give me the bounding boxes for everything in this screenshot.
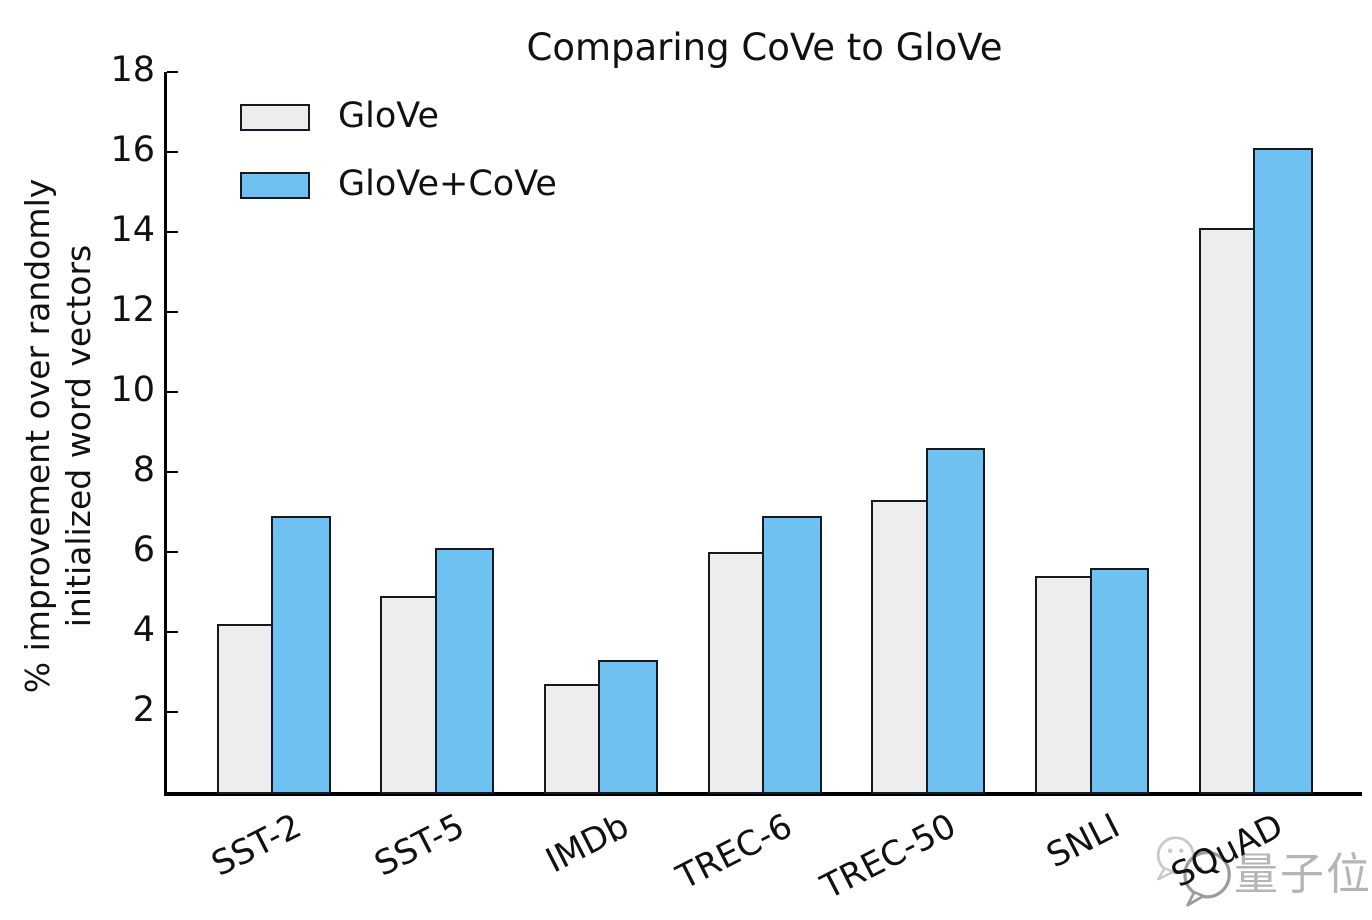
bar-glove-cove-squad bbox=[1253, 148, 1313, 794]
y-axis-spine bbox=[164, 72, 167, 796]
wechat-bubbles-icon bbox=[1156, 836, 1231, 907]
y-tick-mark bbox=[167, 150, 178, 154]
y-tick-label: 12 bbox=[110, 290, 155, 330]
bar-glove-sst-5 bbox=[380, 596, 438, 794]
watermark-text: 量子位 bbox=[1234, 849, 1372, 900]
y-tick-mark bbox=[167, 230, 178, 234]
bar-glove-cove-sst-5 bbox=[434, 548, 495, 794]
bar-glove-trec-50 bbox=[871, 500, 929, 794]
bar-glove-imdb bbox=[543, 684, 601, 794]
x-tick-label-trec-6: TREC-6 bbox=[670, 806, 799, 898]
bar-glove-cove-imdb bbox=[598, 660, 658, 794]
x-tick-label-imdb: IMDb bbox=[539, 806, 636, 882]
bar-glove-cove-trec-6 bbox=[762, 516, 822, 794]
y-tick-label: 2 bbox=[132, 690, 155, 730]
y-tick-mark bbox=[167, 630, 178, 634]
bar-glove-snli bbox=[1035, 576, 1092, 794]
bar-glove-cove-snli bbox=[1089, 568, 1149, 794]
y-tick-mark bbox=[167, 70, 178, 74]
y-tick-label: 14 bbox=[110, 210, 155, 250]
bar-glove-squad bbox=[1198, 228, 1256, 794]
bar-glove-cove-trec-50 bbox=[925, 448, 986, 794]
y-tick-mark bbox=[167, 310, 178, 314]
y-tick-label: 10 bbox=[110, 370, 155, 410]
x-axis-spine bbox=[164, 792, 1362, 796]
x-tick-label-sst-5: SST-5 bbox=[368, 806, 472, 885]
y-tick-label: 6 bbox=[132, 530, 155, 570]
x-tick-label-trec-50: TREC-50 bbox=[814, 806, 963, 908]
y-tick-label: 18 bbox=[110, 50, 155, 90]
y-tick-mark bbox=[167, 390, 178, 394]
bar-glove-sst-2 bbox=[216, 624, 274, 794]
watermark: 量子位 bbox=[1148, 828, 1372, 914]
y-tick-label: 8 bbox=[132, 450, 155, 490]
bar-glove-trec-6 bbox=[707, 552, 765, 794]
y-tick-label: 4 bbox=[132, 610, 155, 650]
x-tick-label-snli: SNLI bbox=[1040, 806, 1127, 877]
legend-label-glove-cove: GloVe+CoVe bbox=[338, 164, 557, 204]
x-tick-label-sst-2: SST-2 bbox=[205, 806, 308, 885]
legend-swatch-glove-cove bbox=[240, 172, 310, 199]
y-tick-mark bbox=[167, 710, 178, 714]
chart-title: Comparing CoVe to GloVe bbox=[526, 26, 1003, 69]
y-tick-label: 16 bbox=[110, 130, 155, 170]
y-tick-mark bbox=[167, 550, 178, 554]
legend-label-glove: GloVe bbox=[338, 96, 440, 136]
legend-swatch-glove bbox=[240, 104, 310, 131]
y-tick-mark bbox=[167, 470, 178, 474]
bar-glove-cove-sst-2 bbox=[271, 516, 331, 794]
